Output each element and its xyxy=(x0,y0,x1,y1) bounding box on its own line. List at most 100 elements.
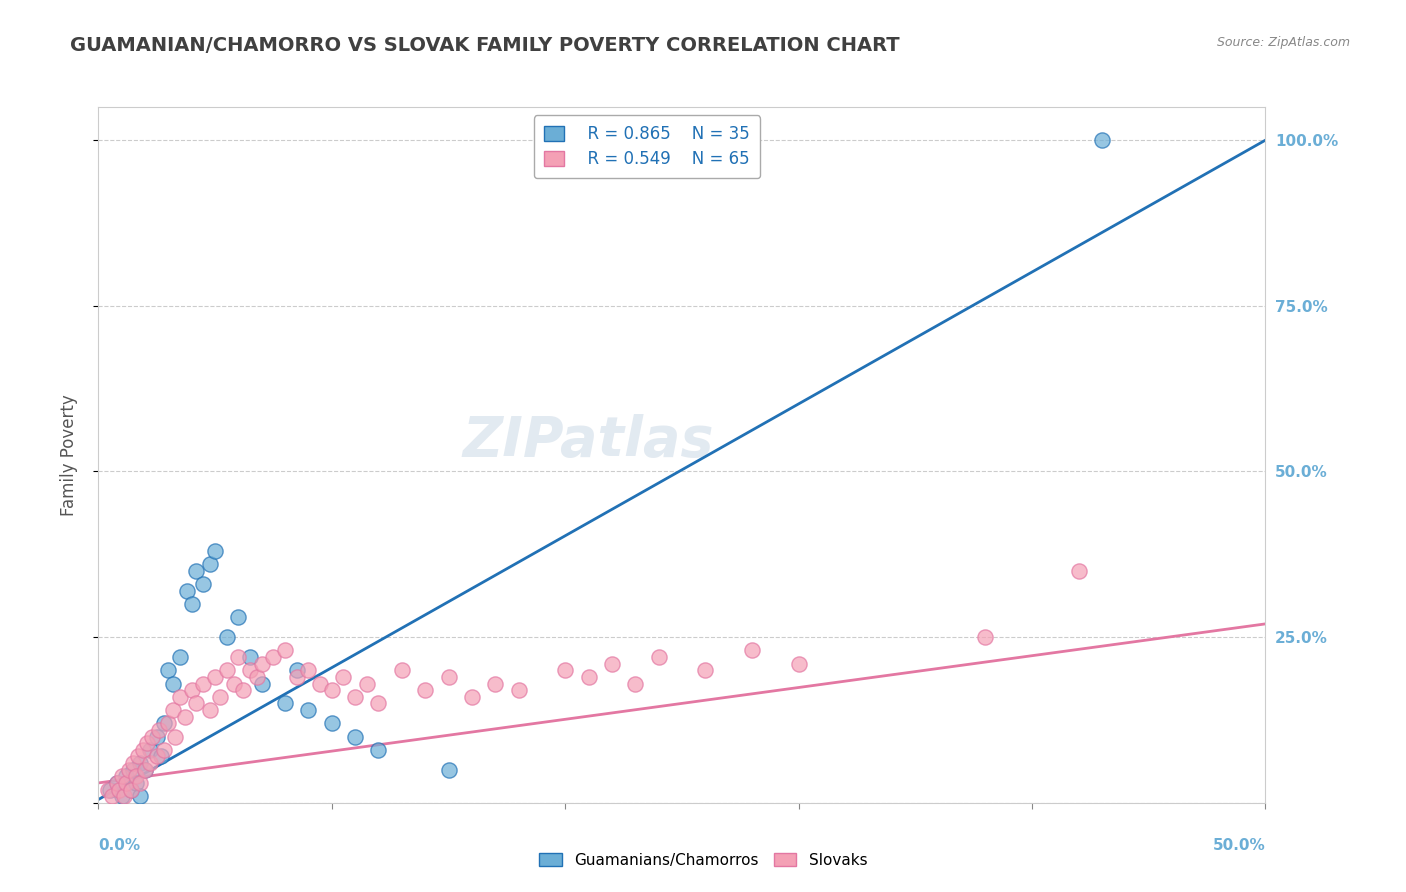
Point xyxy=(120,782,142,797)
Point xyxy=(146,749,169,764)
Point xyxy=(152,716,174,731)
Point xyxy=(176,583,198,598)
Point xyxy=(554,663,576,677)
Point xyxy=(208,690,231,704)
Point xyxy=(169,690,191,704)
Point xyxy=(600,657,623,671)
Point xyxy=(297,703,319,717)
Point xyxy=(332,670,354,684)
Point xyxy=(122,763,145,777)
Point xyxy=(321,716,343,731)
Point xyxy=(285,663,308,677)
Point xyxy=(200,703,222,717)
Point xyxy=(127,749,149,764)
Point xyxy=(200,558,222,572)
Point xyxy=(152,743,174,757)
Point xyxy=(111,769,134,783)
Point xyxy=(148,723,170,737)
Point xyxy=(97,782,120,797)
Point xyxy=(647,650,669,665)
Legend: Guamanians/Chamorros, Slovaks: Guamanians/Chamorros, Slovaks xyxy=(531,845,875,875)
Point xyxy=(232,683,254,698)
Point xyxy=(193,676,215,690)
Point xyxy=(162,676,184,690)
Point xyxy=(344,690,367,704)
Point xyxy=(391,663,413,677)
Point xyxy=(215,663,238,677)
Point xyxy=(132,743,155,757)
Point xyxy=(186,564,208,578)
Point xyxy=(165,730,187,744)
Point xyxy=(101,789,124,804)
Point xyxy=(125,769,148,783)
Point xyxy=(115,769,138,783)
Point xyxy=(787,657,810,671)
Point xyxy=(173,709,195,723)
Point xyxy=(367,697,389,711)
Point xyxy=(112,789,135,804)
Legend:   R = 0.865    N = 35,   R = 0.549    N = 65: R = 0.865 N = 35, R = 0.549 N = 65 xyxy=(534,115,759,178)
Point xyxy=(741,643,763,657)
Point xyxy=(180,683,202,698)
Point xyxy=(437,763,460,777)
Point xyxy=(141,730,163,744)
Text: 50.0%: 50.0% xyxy=(1212,838,1265,853)
Point xyxy=(134,763,156,777)
Point xyxy=(1067,564,1090,578)
Point xyxy=(120,782,142,797)
Point xyxy=(228,650,250,665)
Point xyxy=(129,756,152,770)
Point xyxy=(204,544,226,558)
Point xyxy=(578,670,600,684)
Point xyxy=(297,663,319,677)
Point xyxy=(105,776,128,790)
Point xyxy=(624,676,647,690)
Y-axis label: Family Poverty: Family Poverty xyxy=(59,394,77,516)
Text: GUAMANIAN/CHAMORRO VS SLOVAK FAMILY POVERTY CORRELATION CHART: GUAMANIAN/CHAMORRO VS SLOVAK FAMILY POVE… xyxy=(70,36,900,54)
Point xyxy=(157,663,180,677)
Point xyxy=(98,782,121,797)
Point xyxy=(239,650,262,665)
Point xyxy=(344,730,367,744)
Point xyxy=(139,756,162,770)
Point xyxy=(215,630,238,644)
Point xyxy=(111,789,134,804)
Point xyxy=(367,743,389,757)
Point xyxy=(250,657,273,671)
Text: Source: ZipAtlas.com: Source: ZipAtlas.com xyxy=(1216,36,1350,49)
Point xyxy=(508,683,530,698)
Point xyxy=(193,577,215,591)
Point xyxy=(136,736,159,750)
Point xyxy=(285,670,308,684)
Point xyxy=(129,776,152,790)
Point xyxy=(105,776,128,790)
Point xyxy=(162,703,184,717)
Point xyxy=(413,683,436,698)
Point xyxy=(204,670,226,684)
Point xyxy=(169,650,191,665)
Point xyxy=(115,776,138,790)
Point xyxy=(222,676,245,690)
Point xyxy=(695,663,717,677)
Point xyxy=(129,789,152,804)
Point xyxy=(437,670,460,684)
Point xyxy=(274,697,297,711)
Point xyxy=(274,643,297,657)
Point xyxy=(108,782,131,797)
Point xyxy=(118,763,141,777)
Point xyxy=(157,716,180,731)
Point xyxy=(974,630,997,644)
Text: ZIPatlas: ZIPatlas xyxy=(463,414,714,468)
Text: 0.0%: 0.0% xyxy=(98,838,141,853)
Point xyxy=(122,756,145,770)
Point xyxy=(150,749,173,764)
Point xyxy=(1091,133,1114,147)
Point xyxy=(239,663,262,677)
Point xyxy=(250,676,273,690)
Point xyxy=(186,697,208,711)
Point xyxy=(246,670,269,684)
Point xyxy=(134,763,156,777)
Point xyxy=(484,676,506,690)
Point xyxy=(262,650,284,665)
Point xyxy=(461,690,484,704)
